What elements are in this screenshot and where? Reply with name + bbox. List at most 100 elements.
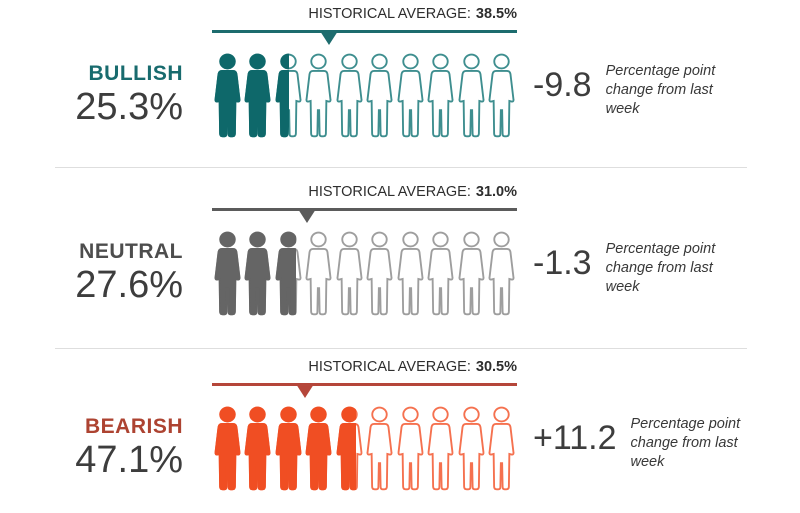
pictogram-figures bbox=[212, 406, 517, 494]
historical-average-header: HISTORICAL AVERAGE: 30.5% bbox=[212, 359, 517, 375]
person-fill bbox=[243, 406, 274, 494]
person-slot bbox=[426, 53, 457, 141]
person-icon bbox=[214, 406, 240, 491]
person-fill bbox=[273, 231, 297, 319]
person-icon bbox=[305, 231, 332, 316]
sentiment-value: 27.6% bbox=[75, 264, 183, 306]
average-track bbox=[212, 208, 517, 223]
person-icon bbox=[427, 406, 454, 491]
person-icon bbox=[336, 231, 362, 316]
person-icon bbox=[458, 406, 484, 491]
person-icon bbox=[458, 231, 484, 316]
person-icon bbox=[305, 406, 332, 491]
person-fill bbox=[243, 231, 274, 319]
person-fill bbox=[304, 406, 335, 494]
person-icon bbox=[244, 231, 271, 316]
row-divider bbox=[55, 348, 747, 349]
person-slot bbox=[212, 53, 243, 141]
person-slot bbox=[487, 53, 518, 141]
person-fill bbox=[212, 53, 243, 141]
person-icon bbox=[397, 406, 423, 491]
person-slot bbox=[456, 53, 487, 141]
person-slot bbox=[334, 231, 365, 319]
historical-average-label: HISTORICAL AVERAGE: bbox=[308, 359, 471, 375]
person-slot bbox=[243, 53, 274, 141]
average-marker-icon bbox=[296, 384, 315, 398]
historical-average-value: 31.0% bbox=[475, 184, 517, 200]
change-value: -1.3 bbox=[533, 244, 592, 282]
person-icon bbox=[244, 406, 271, 491]
person-slot bbox=[212, 231, 243, 319]
person-slot bbox=[243, 231, 274, 319]
person-icon bbox=[305, 53, 332, 138]
historical-average-value: 38.5% bbox=[475, 6, 517, 22]
change-value: -9.8 bbox=[533, 66, 592, 104]
sentiment-value: 47.1% bbox=[75, 439, 183, 481]
person-fill bbox=[334, 406, 356, 494]
person-icon bbox=[427, 53, 454, 138]
pictogram-figures bbox=[212, 53, 517, 141]
pictogram-figures bbox=[212, 231, 517, 319]
average-line bbox=[212, 208, 517, 211]
person-slot bbox=[456, 406, 487, 494]
person-slot bbox=[395, 53, 426, 141]
average-marker-icon bbox=[320, 31, 339, 45]
person-icon bbox=[275, 231, 297, 316]
historical-average-label: HISTORICAL AVERAGE: bbox=[308, 184, 471, 200]
sentiment-value: 25.3% bbox=[75, 86, 183, 128]
person-slot bbox=[304, 231, 335, 319]
person-icon bbox=[366, 53, 393, 138]
person-slot bbox=[334, 406, 365, 494]
person-fill bbox=[273, 53, 290, 141]
person-icon bbox=[488, 406, 515, 491]
change-value: +11.2 bbox=[533, 419, 617, 457]
person-slot bbox=[395, 406, 426, 494]
person-icon bbox=[366, 231, 393, 316]
row-divider bbox=[55, 167, 747, 168]
average-track bbox=[212, 383, 517, 398]
row-bullish: HISTORICAL AVERAGE: 38.5% BULLISH 25.3% -… bbox=[0, 6, 800, 166]
person-fill bbox=[273, 406, 304, 494]
average-track bbox=[212, 30, 517, 45]
row-neutral: HISTORICAL AVERAGE: 31.0% NEUTRAL 27.6% -… bbox=[0, 184, 800, 344]
person-slot bbox=[304, 406, 335, 494]
average-line bbox=[212, 383, 517, 386]
person-icon bbox=[488, 231, 515, 316]
person-slot bbox=[273, 231, 304, 319]
person-slot bbox=[487, 231, 518, 319]
person-slot bbox=[273, 406, 304, 494]
historical-average-value: 30.5% bbox=[475, 359, 517, 375]
change-column: +11.2 Percentage point change from last … bbox=[533, 415, 749, 472]
person-fill bbox=[212, 231, 243, 319]
historical-average-label: HISTORICAL AVERAGE: bbox=[308, 6, 471, 22]
person-icon bbox=[366, 406, 393, 491]
person-slot bbox=[365, 53, 396, 141]
historical-average-header: HISTORICAL AVERAGE: 38.5% bbox=[212, 6, 517, 22]
change-description: Percentage point change from last week bbox=[605, 241, 716, 296]
person-slot bbox=[487, 406, 518, 494]
person-icon bbox=[458, 53, 484, 138]
change-column: -1.3 Percentage point change from last w… bbox=[533, 240, 724, 297]
person-icon bbox=[214, 231, 240, 316]
person-icon bbox=[214, 53, 240, 138]
person-icon bbox=[397, 231, 423, 316]
person-fill bbox=[212, 406, 243, 494]
person-slot bbox=[273, 53, 304, 141]
person-icon bbox=[336, 53, 362, 138]
person-slot bbox=[304, 53, 335, 141]
person-icon bbox=[275, 53, 290, 138]
person-slot bbox=[243, 406, 274, 494]
person-icon bbox=[427, 231, 454, 316]
historical-average-header: HISTORICAL AVERAGE: 31.0% bbox=[212, 184, 517, 200]
person-icon bbox=[336, 406, 356, 491]
person-slot bbox=[212, 406, 243, 494]
average-line bbox=[212, 30, 517, 33]
person-slot bbox=[365, 231, 396, 319]
person-slot bbox=[365, 406, 396, 494]
person-slot bbox=[426, 231, 457, 319]
person-slot bbox=[334, 53, 365, 141]
sentiment-label: BULLISH bbox=[88, 62, 183, 85]
person-slot bbox=[395, 231, 426, 319]
sentiment-label: BEARISH bbox=[84, 415, 183, 438]
